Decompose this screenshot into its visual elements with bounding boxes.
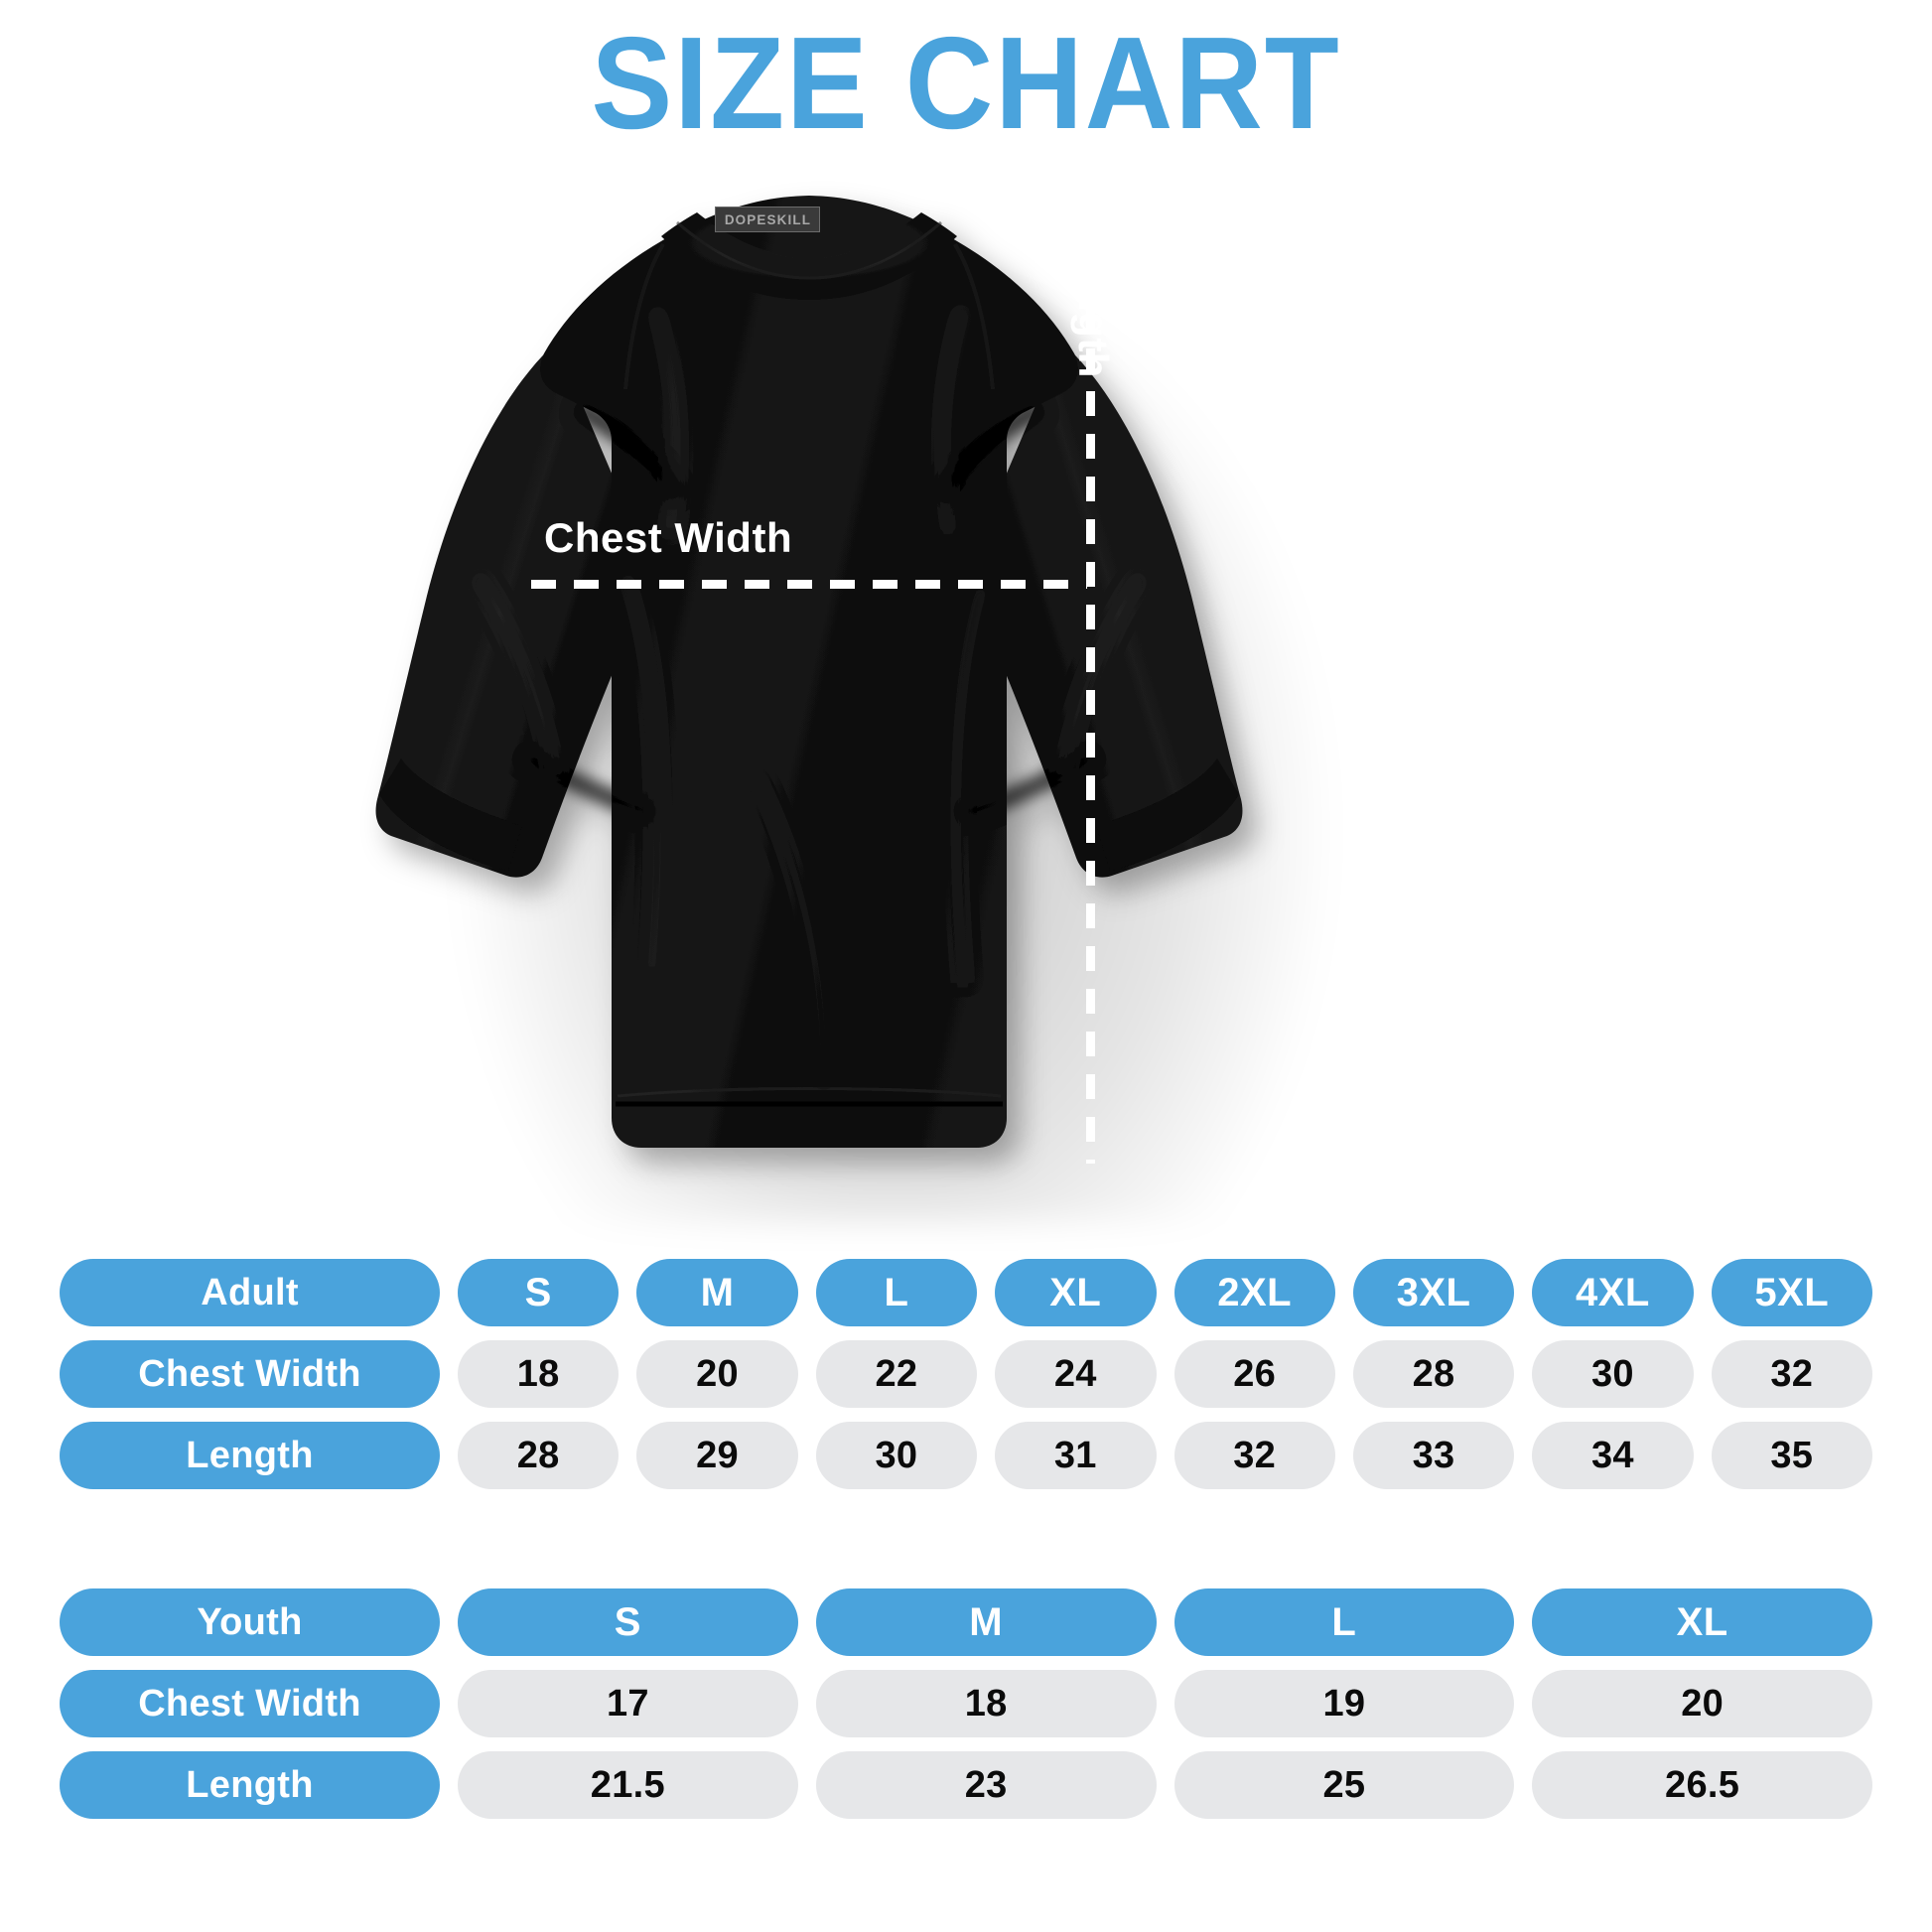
adult-chest-width-xl: 24 <box>995 1340 1157 1408</box>
adult-length-s: 28 <box>458 1422 620 1489</box>
adult-length-row: Length 28 29 30 31 32 33 34 35 <box>60 1422 1872 1489</box>
adult-length-xl: 31 <box>995 1422 1157 1489</box>
youth-chest-width-l: 19 <box>1173 1670 1515 1737</box>
garment-illustration: DOPESKILL Chest Width Length <box>328 159 1420 1221</box>
adult-length-label: Length <box>60 1422 440 1489</box>
adult-chest-width-m: 20 <box>636 1340 798 1408</box>
brand-neck-label-text: DOPESKILL <box>724 211 811 227</box>
youth-size-xl: XL <box>1532 1588 1872 1656</box>
youth-chest-width-label: Chest Width <box>60 1670 440 1737</box>
adult-chest-width-2xl: 26 <box>1173 1340 1335 1408</box>
adult-length-4xl: 34 <box>1532 1422 1694 1489</box>
youth-length-label: Length <box>60 1751 440 1819</box>
adult-chest-width-l: 22 <box>815 1340 978 1408</box>
adult-size-4xl: 4XL <box>1532 1259 1694 1326</box>
adult-chest-width-4xl: 30 <box>1532 1340 1694 1408</box>
adult-length-l: 30 <box>815 1422 978 1489</box>
adult-size-table: Adult S M L XL 2XL 3XL 4XL 5XL Chest Wid… <box>60 1259 1872 1489</box>
adult-size-m: M <box>636 1259 798 1326</box>
youth-length-row: Length 21.5 23 25 26.5 <box>60 1751 1872 1819</box>
youth-chest-width-m: 18 <box>815 1670 1157 1737</box>
youth-size-m: M <box>815 1588 1157 1656</box>
adult-size-3xl: 3XL <box>1352 1259 1515 1326</box>
adult-length-2xl: 32 <box>1173 1422 1335 1489</box>
adult-length-m: 29 <box>636 1422 798 1489</box>
youth-length-l: 25 <box>1173 1751 1515 1819</box>
adult-chest-width-3xl: 28 <box>1352 1340 1515 1408</box>
youth-size-table: Youth S M L XL Chest Width 17 18 19 20 L… <box>60 1588 1872 1819</box>
brand-neck-label: DOPESKILL <box>715 207 820 232</box>
youth-length-m: 23 <box>815 1751 1157 1819</box>
youth-chest-width-row: Chest Width 17 18 19 20 <box>60 1670 1872 1737</box>
adult-header-row: Adult S M L XL 2XL 3XL 4XL 5XL <box>60 1259 1872 1326</box>
adult-chest-width-label: Chest Width <box>60 1340 440 1408</box>
adult-chest-width-row: Chest Width 18 20 22 24 26 28 30 32 <box>60 1340 1872 1408</box>
youth-size-s: S <box>458 1588 798 1656</box>
adult-row-header: Adult <box>60 1259 440 1326</box>
adult-length-3xl: 33 <box>1352 1422 1515 1489</box>
adult-size-xl: XL <box>995 1259 1157 1326</box>
youth-chest-width-xl: 20 <box>1532 1670 1872 1737</box>
adult-chest-width-5xl: 32 <box>1711 1340 1872 1408</box>
adult-length-5xl: 35 <box>1711 1422 1872 1489</box>
adult-size-5xl: 5XL <box>1711 1259 1872 1326</box>
adult-chest-width-s: 18 <box>458 1340 620 1408</box>
adult-size-2xl: 2XL <box>1173 1259 1335 1326</box>
adult-size-l: L <box>815 1259 978 1326</box>
youth-header-row: Youth S M L XL <box>60 1588 1872 1656</box>
youth-row-header: Youth <box>60 1588 440 1656</box>
youth-length-s: 21.5 <box>458 1751 798 1819</box>
page-title: SIZE CHART <box>591 10 1341 156</box>
youth-length-xl: 26.5 <box>1532 1751 1872 1819</box>
youth-size-l: L <box>1173 1588 1515 1656</box>
adult-size-s: S <box>458 1259 620 1326</box>
youth-chest-width-s: 17 <box>458 1670 798 1737</box>
long-sleeve-shirt-graphic <box>375 196 1243 1148</box>
